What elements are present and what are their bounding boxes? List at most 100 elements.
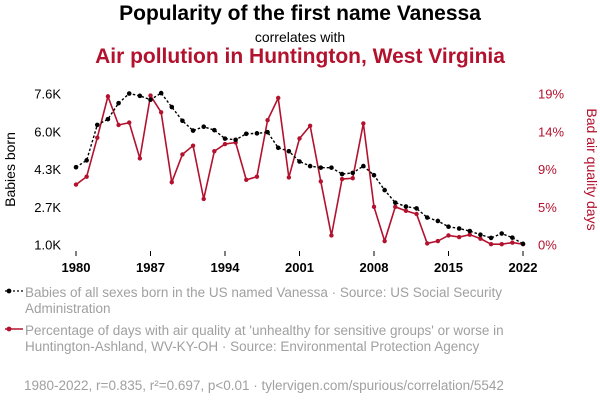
y-left-tick-label: 4.3K (34, 162, 61, 177)
data-point-vanessa (73, 164, 79, 170)
data-point-vanessa (446, 224, 451, 229)
data-point-vanessa (105, 116, 111, 122)
data-point-air-quality (510, 240, 515, 245)
chart-title-secondary: Air pollution in Huntington, West Virgin… (95, 45, 505, 68)
data-point-vanessa (499, 231, 505, 236)
legend-text-left-series: Babies of all sexes born in the US named… (25, 285, 502, 316)
data-point-vanessa (510, 235, 515, 240)
data-point-vanessa (265, 129, 270, 135)
legend-text-right-series: Percentage of days with air quality at '… (25, 323, 504, 354)
legend-solid-line-marker (5, 326, 23, 332)
data-point-air-quality (127, 120, 132, 125)
x-tick-label: 1994 (211, 260, 241, 275)
y-right-tick-label: 0% (538, 238, 557, 253)
x-tick-label: 2022 (509, 260, 538, 275)
data-point-air-quality (158, 110, 164, 115)
data-point-vanessa (297, 159, 302, 164)
data-point-vanessa (148, 97, 153, 103)
data-point-air-quality (137, 156, 143, 161)
data-point-vanessa (243, 131, 249, 137)
data-point-air-quality (105, 94, 111, 99)
data-point-air-quality (371, 204, 377, 210)
data-point-air-quality (84, 174, 89, 179)
data-point-air-quality (350, 176, 355, 181)
data-point-air-quality (297, 136, 302, 141)
data-point-air-quality (116, 122, 121, 128)
data-point-air-quality (329, 233, 334, 238)
y-right-tick-label: 19% (538, 87, 564, 102)
data-point-air-quality (318, 179, 323, 184)
data-point-vanessa (254, 131, 260, 136)
data-point-air-quality (286, 175, 292, 180)
data-point-vanessa (286, 148, 292, 154)
data-point-vanessa (233, 137, 238, 143)
y-left-tick-label: 2.7K (34, 200, 61, 215)
data-point-air-quality (446, 233, 451, 238)
y-left-tick-label: 7.6K (34, 87, 61, 102)
data-point-vanessa (382, 187, 387, 193)
data-point-vanessa (435, 218, 441, 224)
data-point-air-quality (403, 208, 409, 214)
data-point-air-quality (414, 211, 419, 217)
data-point-air-quality (478, 236, 483, 241)
data-point-vanessa (339, 171, 345, 177)
data-point-air-quality (201, 196, 206, 202)
data-point-vanessa (307, 163, 313, 169)
data-point-vanessa (84, 158, 89, 163)
data-point-vanessa (329, 165, 334, 170)
data-point-vanessa (424, 215, 430, 220)
data-point-vanessa (488, 235, 494, 241)
data-point-air-quality (361, 121, 366, 126)
data-point-air-quality (467, 232, 472, 237)
data-point-vanessa (403, 204, 409, 209)
data-point-air-quality (382, 238, 387, 244)
data-point-vanessa (212, 127, 217, 133)
data-point-vanessa (201, 124, 207, 130)
data-point-air-quality (254, 174, 260, 179)
data-point-vanessa (126, 91, 132, 96)
data-point-air-quality (95, 135, 100, 140)
legend-item-left-series: Babies of all sexes born in the US named… (4, 285, 564, 317)
legend-dotted-line-marker (5, 288, 23, 294)
data-point-air-quality (169, 180, 174, 185)
data-point-air-quality (499, 242, 504, 247)
data-point-vanessa (520, 241, 526, 247)
data-point-vanessa (392, 200, 398, 205)
y-right-tick-label: 5% (538, 200, 557, 215)
data-point-vanessa (350, 170, 356, 176)
y-left-tick-label: 1.0K (34, 238, 61, 253)
data-point-vanessa (158, 90, 164, 96)
data-point-air-quality (425, 241, 430, 246)
x-tick-label: 2001 (285, 260, 314, 275)
y-left-axis-title: Babies born (2, 132, 18, 207)
data-point-air-quality (180, 152, 185, 157)
data-point-vanessa (456, 226, 462, 231)
x-tick-label: 2008 (360, 260, 389, 275)
data-point-vanessa (361, 163, 366, 169)
chart-footer: 1980-2022, r=0.835, r²=0.697, p<0.01 · t… (24, 378, 504, 393)
data-point-vanessa (318, 165, 324, 170)
data-point-vanessa (94, 122, 100, 128)
chart-subtitle: correlates with (254, 29, 346, 45)
data-point-air-quality (265, 118, 270, 123)
data-point-air-quality (276, 95, 281, 101)
data-point-vanessa (137, 93, 143, 99)
data-point-air-quality (148, 93, 153, 98)
data-point-vanessa (478, 232, 483, 238)
x-tick-label: 2015 (434, 260, 463, 275)
y-left-tick-label: 6.0K (34, 124, 61, 139)
data-point-air-quality (393, 204, 398, 210)
data-point-air-quality (307, 123, 313, 128)
y-right-tick-label: 9% (538, 162, 557, 177)
series-line-air-quality (75, 93, 524, 246)
data-point-vanessa (275, 145, 281, 151)
data-point-air-quality (212, 149, 217, 154)
data-point-vanessa (414, 206, 419, 211)
data-point-air-quality (456, 234, 462, 240)
x-tick-label: 1987 (136, 260, 165, 275)
data-point-vanessa (190, 128, 196, 133)
data-point-air-quality (339, 176, 345, 182)
series-line-vanessa (75, 92, 524, 245)
data-point-vanessa (371, 172, 377, 178)
data-point-vanessa (116, 100, 121, 106)
